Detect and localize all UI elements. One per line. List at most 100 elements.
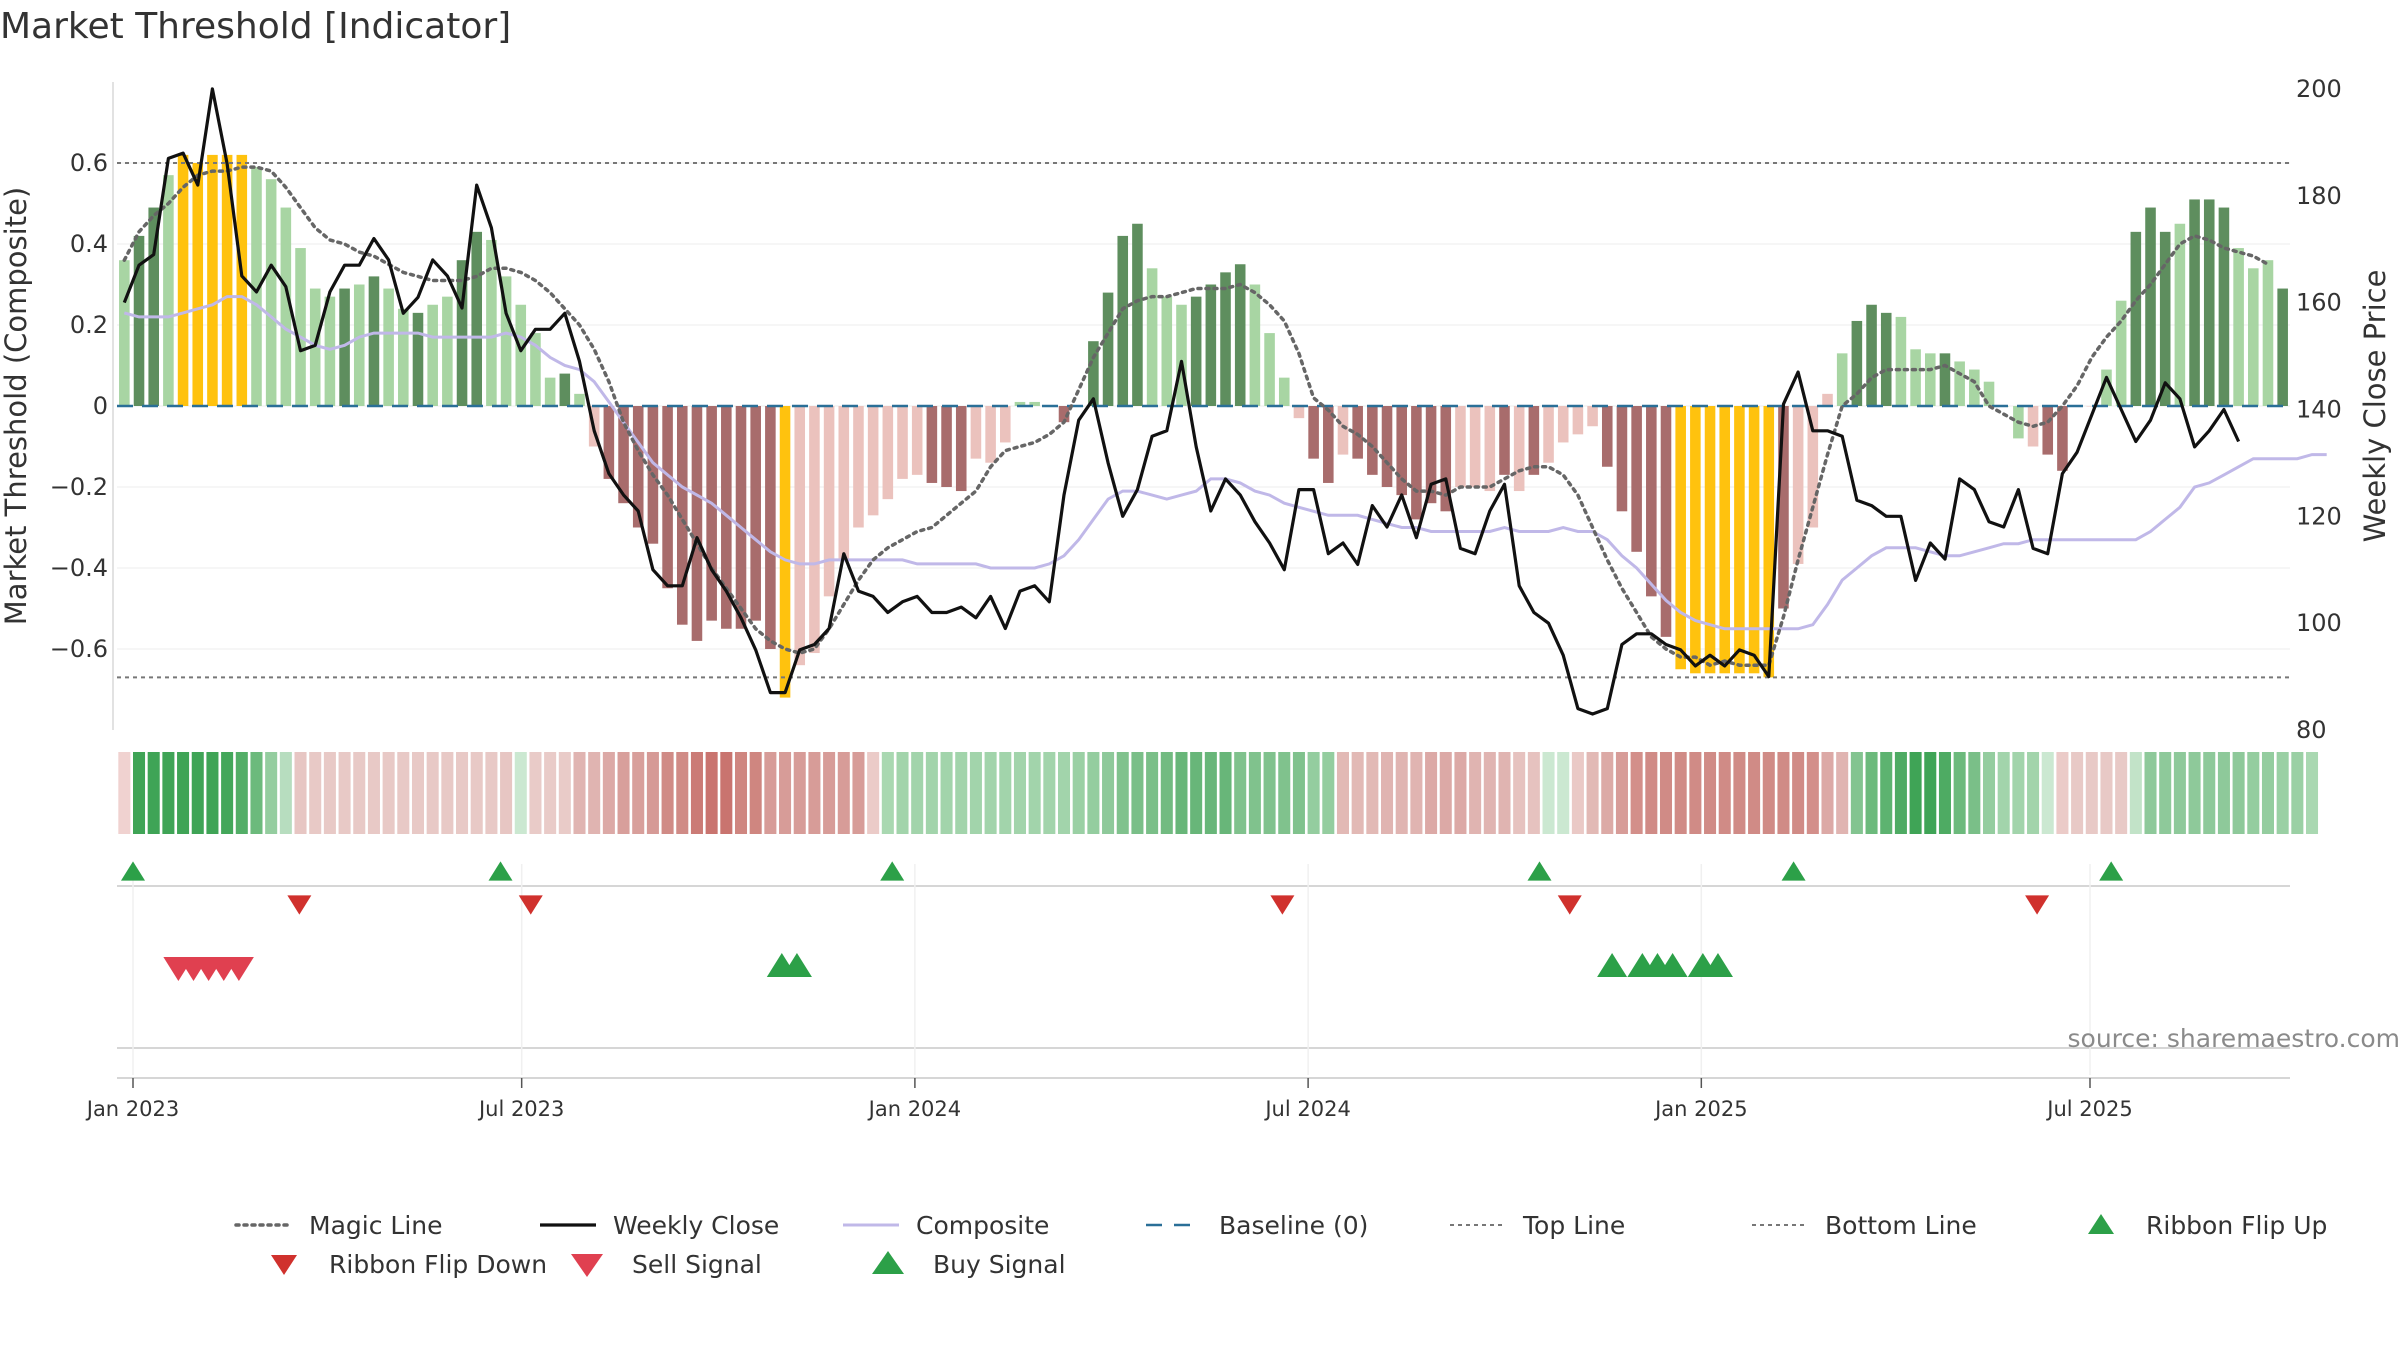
composite-bar (779, 406, 791, 698)
ribbon-cell (1278, 752, 1291, 834)
legend-item: Composite (843, 1211, 1049, 1240)
composite-bar (515, 304, 527, 406)
composite-bar (456, 260, 468, 406)
composite-bar (603, 406, 615, 479)
ribbon-cell (1307, 752, 1320, 834)
composite-bar (809, 406, 820, 654)
ribbon-cell (1836, 752, 1849, 834)
composite-bar (1367, 406, 1378, 475)
ribbon-cell (1968, 752, 1981, 834)
composite-bar (941, 406, 952, 487)
ribbon-cell (2232, 752, 2245, 834)
ribbon-cell (426, 752, 439, 834)
ribbon-cell (2027, 752, 2040, 834)
ribbon-flip-down-marker (2025, 895, 2050, 915)
ribbon-cell (1263, 752, 1276, 834)
buy-signal-marker (1597, 953, 1628, 977)
date-tick-label: Jan 2024 (867, 1097, 962, 1121)
ribbon-cell (1615, 752, 1628, 834)
ribbon-cell (1865, 752, 1878, 834)
ribbon-cell (1527, 752, 1540, 834)
y-tick-label: −0.2 (50, 473, 108, 501)
composite-bar (192, 163, 204, 406)
ribbon-cell (1498, 752, 1511, 834)
composite-bar (2159, 231, 2171, 406)
ribbon-cell (367, 752, 380, 834)
ribbon-cell (588, 752, 601, 834)
composite-bar (1748, 406, 1760, 674)
composite-bar (1543, 406, 1554, 463)
composite-bar (1161, 296, 1173, 406)
composite-bar (1337, 406, 1349, 455)
ribbon-cell (881, 752, 894, 834)
y-tick-label: 0.6 (70, 149, 108, 177)
ribbon-cell (1351, 752, 1364, 834)
ribbon-cell (1395, 752, 1408, 834)
composite-bar (2189, 199, 2200, 406)
ribbon-flip-up-marker (880, 861, 905, 881)
ribbon-cell (617, 752, 630, 834)
y-tick-label: 0.4 (70, 230, 108, 258)
composite-bar (163, 175, 174, 406)
composite-bar (1381, 406, 1393, 487)
y-tick-label: −0.6 (50, 635, 108, 663)
composite-bar (398, 308, 409, 406)
composite-bar (442, 296, 453, 406)
composite-bar (2218, 207, 2230, 406)
ribbon-cell (323, 752, 336, 834)
ribbon-cell (1513, 752, 1526, 834)
y2-tick-label: 140 (2296, 395, 2342, 423)
composite-bar (1484, 406, 1496, 492)
y2-axis-title: Weekly Close Price (2358, 270, 2392, 543)
ribbon-cell (1439, 752, 1452, 834)
ribbon-cell (1762, 752, 1775, 834)
ribbon-cell (1880, 752, 1893, 834)
ribbon-cell (206, 752, 219, 834)
plot-lines (117, 87, 2327, 716)
composite-bar (1425, 406, 1437, 504)
composite-bar (2248, 268, 2259, 406)
ribbon-cell (1336, 752, 1350, 834)
ribbon-cell (1248, 752, 1261, 834)
ribbon-cell (2144, 752, 2157, 834)
ribbon-cell (823, 752, 836, 834)
composite-bar (1939, 353, 1951, 406)
ribbon-cell (2203, 752, 2216, 834)
y-tick-label: 0.2 (70, 311, 108, 339)
composite-bar (368, 276, 380, 406)
composite-bar (1557, 406, 1569, 443)
ribbon-cell (1175, 752, 1188, 834)
composite-bar (1102, 292, 1114, 406)
composite-bar (207, 154, 218, 406)
ribbon-cell (1322, 752, 1335, 834)
composite-bar (1029, 401, 1040, 406)
source-credit: source: sharemaestro.com (2068, 1024, 2400, 1053)
ribbon-cell (1087, 752, 1100, 834)
composite-bar (1851, 320, 1863, 406)
composite-bar (1646, 406, 1657, 597)
date-tick-label: Jan 2023 (85, 1097, 180, 1121)
chart-title: Market Threshold [Indicator] (0, 6, 511, 47)
legend-swatch (872, 1251, 904, 1274)
composite-bar (911, 406, 923, 475)
composite-bar (119, 260, 130, 406)
ribbon-cell (1953, 752, 1966, 834)
composite-bar (251, 167, 262, 406)
legend-label: Ribbon Flip Up (2146, 1211, 2327, 1240)
composite-bar (1249, 284, 1261, 406)
ribbon-cell (500, 752, 513, 834)
composite-bar (1117, 235, 1129, 406)
ribbon-cell (2276, 752, 2289, 834)
legend-item: Ribbon Flip Up (2088, 1211, 2327, 1240)
ribbon-cell (1792, 752, 1805, 834)
ribbon-cell (1850, 752, 1863, 834)
y-axis-title: Market Threshold (Composite) (0, 187, 33, 625)
ribbon-cell (1381, 752, 1394, 834)
legend-label: Baseline (0) (1219, 1211, 1368, 1240)
ribbon-flip-down-marker (1270, 895, 1295, 915)
composite-bar (1836, 353, 1848, 406)
legend-label: Magic Line (309, 1211, 443, 1240)
ribbon-cell (925, 752, 938, 834)
ribbon-cell (485, 752, 498, 834)
composite-bar (735, 406, 747, 629)
